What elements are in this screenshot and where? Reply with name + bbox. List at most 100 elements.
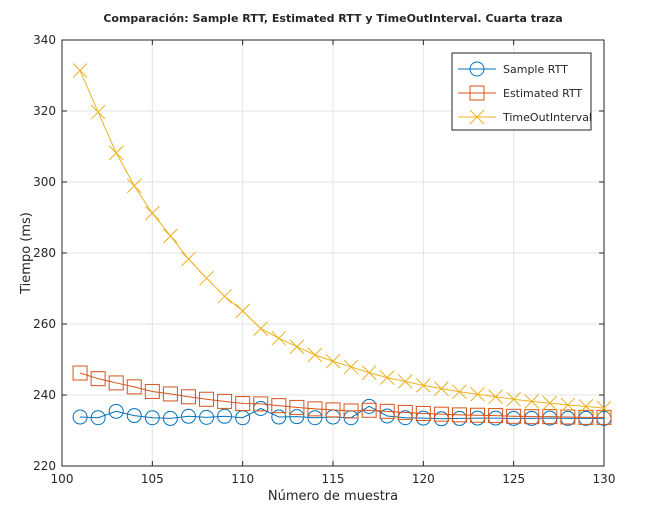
data-point-estimated-rtt [162,386,178,402]
series-timeoutinterval [72,63,612,416]
data-point-estimated-rtt [289,399,305,415]
data-point-estimated-rtt [488,408,504,424]
legend-entries: Sample RTT Estimated RTT TimeOutInterval [458,61,592,125]
data-point-timeoutinterval [126,178,142,194]
data-point-timeoutinterval [452,384,467,400]
data-point-estimated-rtt [451,407,467,423]
tick-layer: 100 105 110 115 120 125 130 220 240 260 280 300 320 3… [33,33,615,486]
data-point-estimated-rtt [361,402,377,418]
legend-label-estimated-rtt: Estimated RTT [503,87,582,100]
data-point-estimated-rtt [90,371,106,387]
legend-entry-sample-rtt: Sample RTT [458,61,568,77]
series-line-estimated-rtt [79,372,604,418]
x-tick-label: 130 [593,472,616,486]
data-point-estimated-rtt [343,403,359,419]
y-tick-label: 260 [33,317,56,331]
legend-label-timeoutinterval: TimeOutInterval [502,111,592,124]
data-point-sample-rtt [90,410,106,426]
data-point-timeoutinterval [397,374,413,389]
data-point-estimated-rtt [126,379,142,395]
data-point-timeoutinterval [144,205,160,221]
data-point-estimated-rtt [253,396,269,412]
y-tick-label: 320 [33,104,56,118]
data-point-sample-rtt [271,409,287,425]
data-point-estimated-rtt [560,409,576,425]
data-point-sample-rtt [144,410,160,426]
data-point-timeoutinterval [199,270,214,286]
data-point-sample-rtt [180,408,196,424]
x-tick-label: 125 [502,472,525,486]
x-tick-label: 105 [141,472,164,486]
x-tick-label: 100 [51,472,74,486]
data-point-estimated-rtt [524,409,540,425]
data-point-timeoutinterval [524,394,540,409]
data-point-timeoutinterval [415,378,431,393]
data-point-sample-rtt [199,409,215,425]
data-point-timeoutinterval [542,395,558,411]
data-point-timeoutinterval [108,145,124,161]
data-point-estimated-rtt [180,389,196,405]
data-point-timeoutinterval [235,303,251,319]
data-point-timeoutinterval [72,63,88,78]
data-point-timeoutinterval [253,321,269,336]
series-line-sample-rtt [80,405,604,420]
data-point-estimated-rtt [470,407,486,423]
data-point-estimated-rtt [397,404,413,420]
legend-entry-estimated-rtt: Estimated RTT [458,85,582,101]
data-point-sample-rtt [217,408,233,424]
y-tick-label: 240 [33,388,56,402]
data-point-estimated-rtt [596,409,612,425]
data-point-timeoutinterval [361,365,377,380]
legend-marker-estimated-rtt [469,85,485,101]
chart-title: Comparación: Sample RTT, Estimated RTT y… [103,12,562,25]
legend: Sample RTT Estimated RTT TimeOutInterval [451,52,592,131]
legend-label-sample-rtt: Sample RTT [503,63,568,76]
data-point-timeoutinterval [271,330,287,346]
data-point-estimated-rtt [235,396,251,412]
data-point-timeoutinterval [289,339,305,355]
data-point-estimated-rtt [144,383,160,399]
data-point-timeoutinterval [470,386,485,402]
y-tick-label: 280 [33,246,56,260]
data-point-estimated-rtt [108,375,124,391]
data-point-estimated-rtt [307,401,323,417]
data-point-timeoutinterval [506,391,522,407]
y-tick-label: 340 [33,33,56,47]
data-point-estimated-rtt [199,391,215,407]
data-point-estimated-rtt [542,409,558,425]
data-point-timeoutinterval [307,347,323,363]
data-point-sample-rtt [126,408,142,424]
data-point-timeoutinterval [434,381,449,396]
data-point-timeoutinterval [560,397,576,413]
data-point-estimated-rtt [217,393,233,409]
data-point-timeoutinterval [379,370,395,385]
x-tick-label: 110 [231,472,254,486]
x-tick-label: 120 [412,472,435,486]
data-point-timeoutinterval [181,251,196,267]
y-axis-label: Tiempo (ms) [19,212,34,295]
y-tick-label: 300 [33,175,56,189]
data-point-timeoutinterval [596,400,612,416]
data-point-sample-rtt [108,403,124,419]
data-point-timeoutinterval [90,104,106,120]
x-tick-label: 115 [322,472,345,486]
data-point-sample-rtt [72,409,88,425]
series-estimated-rtt [72,365,612,425]
data-point-estimated-rtt [415,405,431,421]
data-point-sample-rtt [307,410,323,426]
data-point-timeoutinterval [217,288,232,304]
legend-marker-timeoutinterval [469,109,485,125]
series-line-timeoutinterval [79,70,605,409]
y-tick-label: 220 [33,459,56,473]
data-point-estimated-rtt [433,406,449,422]
data-point-timeoutinterval [578,399,594,414]
data-point-sample-rtt [162,410,178,426]
series-layer [72,63,612,427]
data-point-estimated-rtt [506,408,522,424]
legend-marker-sample-rtt [469,61,485,77]
data-point-sample-rtt [289,409,305,425]
data-point-timeoutinterval [163,228,178,244]
data-point-estimated-rtt [325,402,341,418]
